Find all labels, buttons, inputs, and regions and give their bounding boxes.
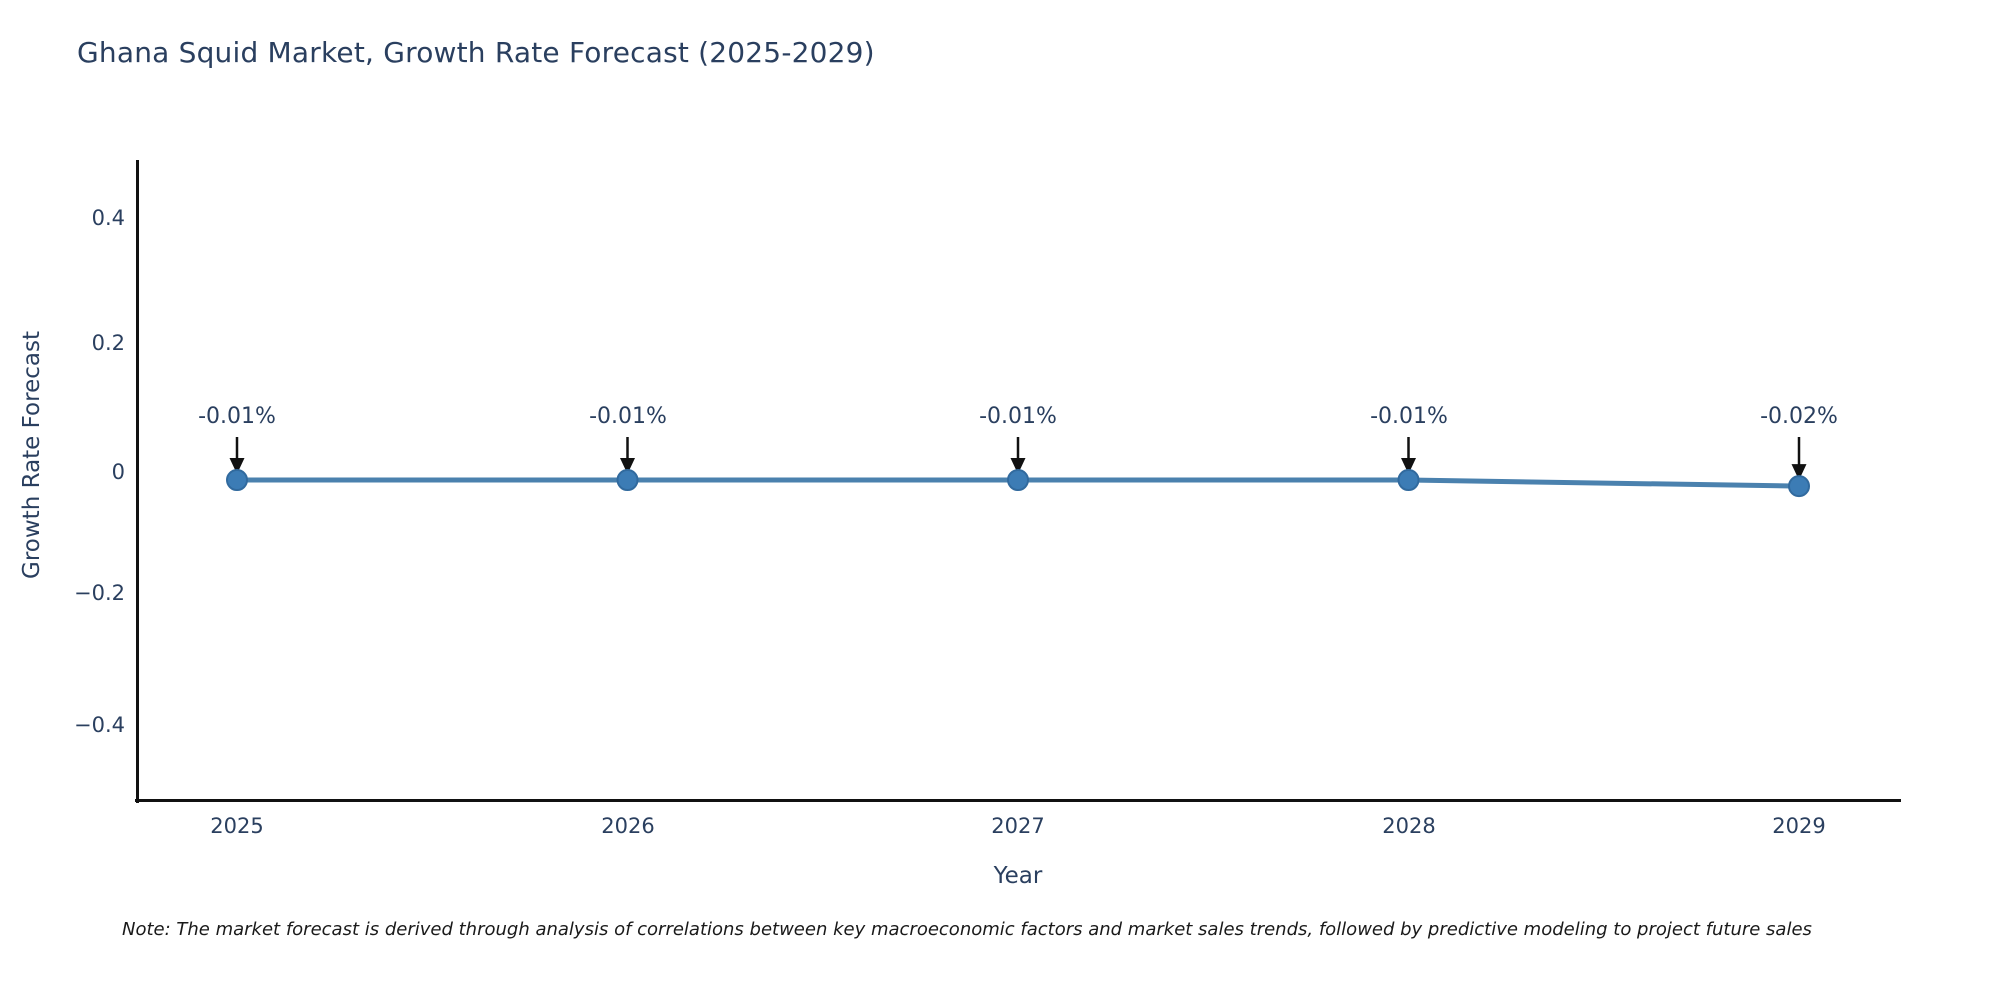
x-axis-title: Year [993,863,1043,889]
annotation-arrow-head [620,458,635,475]
point-annotation: -0.01% [198,404,276,429]
x-axis-line [135,799,1901,802]
annotation-arrow-head [1791,464,1807,481]
point-annotation: -0.01% [979,404,1057,429]
point-annotation: -0.01% [1370,404,1448,429]
y-tick-label: 0 [111,460,125,484]
x-tick-label: 2028 [1382,814,1436,838]
y-tick-label: 0.2 [91,331,125,355]
y-axis-line [136,160,139,803]
data-point [1007,469,1029,492]
y-tick-label: −0.4 [74,713,125,737]
x-tick-label: 2026 [601,814,655,838]
annotation-arrow-head [229,458,245,475]
point-annotation: -0.01% [589,404,667,429]
chart-note: Note: The market forecast is derived thr… [122,919,1812,940]
y-tick-label: 0.4 [91,206,125,230]
y-tick-label: −0.2 [74,581,125,605]
data-point [226,469,248,492]
point-annotation: -0.02% [1760,404,1838,429]
chart-title: Ghana Squid Market, Growth Rate Forecast… [77,36,875,69]
annotation-arrow-head [1010,458,1026,475]
x-tick-label: 2025 [210,814,264,838]
data-point [1397,469,1420,492]
data-point [616,469,639,492]
annotation-arrow-head [1401,458,1416,475]
x-tick-label: 2029 [1772,814,1826,838]
data-point [1788,475,1810,498]
x-tick-label: 2027 [991,814,1045,838]
